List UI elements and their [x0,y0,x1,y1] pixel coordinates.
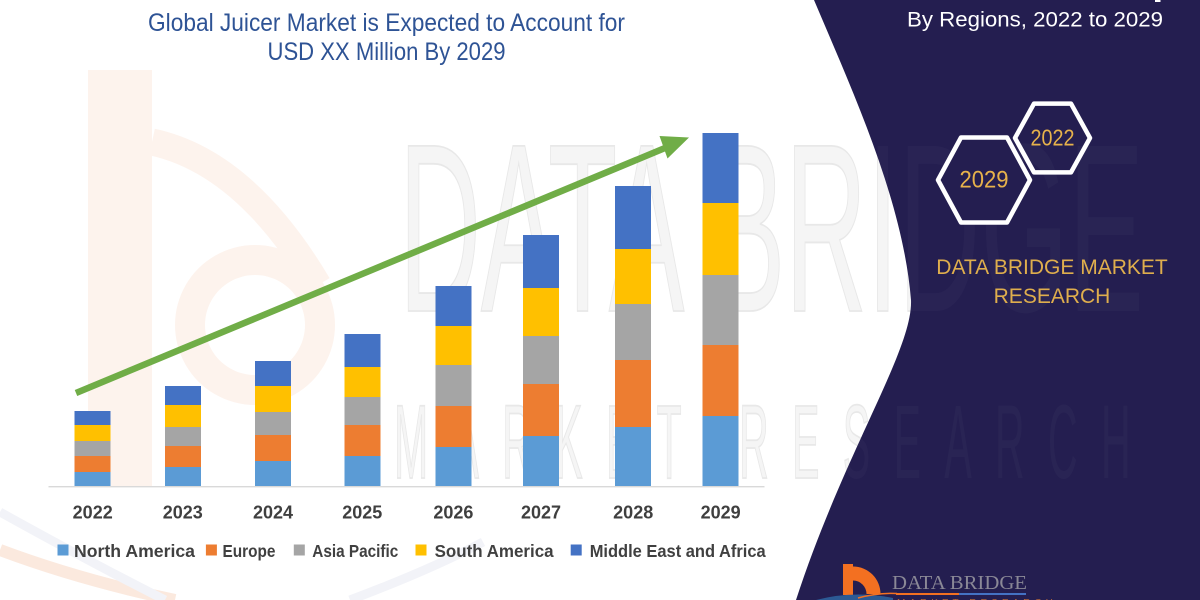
svg-text:DATA BRIDGE: DATA BRIDGE [892,572,1027,594]
svg-text:South America: South America [435,541,554,561]
svg-text:2024: 2024 [253,503,293,523]
svg-text:DATA BRIDGE MARKET: DATA BRIDGE MARKET [936,256,1168,279]
svg-text:2025: 2025 [342,503,382,523]
svg-text:2023: 2023 [163,503,203,523]
svg-text:USD XX Million By 2029: USD XX Million By 2029 [268,38,506,66]
svg-text:2026: 2026 [433,503,473,523]
svg-text:Global Juicer Market is Expect: Global Juicer Market is Expected to Acco… [148,9,625,37]
svg-text:DATA BRIDGE: DATA BRIDGE [399,94,1144,362]
svg-text:2022: 2022 [73,503,113,523]
svg-text:Europe: Europe [223,541,276,561]
svg-text:Middle East and Africa: Middle East and Africa [590,541,766,561]
svg-text:2029: 2029 [960,167,1009,194]
svg-text:By Regions, 2022 to 2029: By Regions, 2022 to 2029 [907,8,1163,32]
svg-text:MARKET RESEARCH: MARKET RESEARCH [394,384,1154,501]
svg-text:2029: 2029 [701,503,741,523]
svg-text:2028: 2028 [613,503,653,523]
svg-text:2022: 2022 [1031,125,1075,151]
svg-text:North America: North America [74,541,195,561]
svg-text:Asia Pacific: Asia Pacific [312,541,398,561]
svg-text:2027: 2027 [521,503,561,523]
svg-text:RESEARCH: RESEARCH [994,285,1111,308]
svg-text:MARKET RESEARCH: MARKET RESEARCH [897,598,1057,600]
